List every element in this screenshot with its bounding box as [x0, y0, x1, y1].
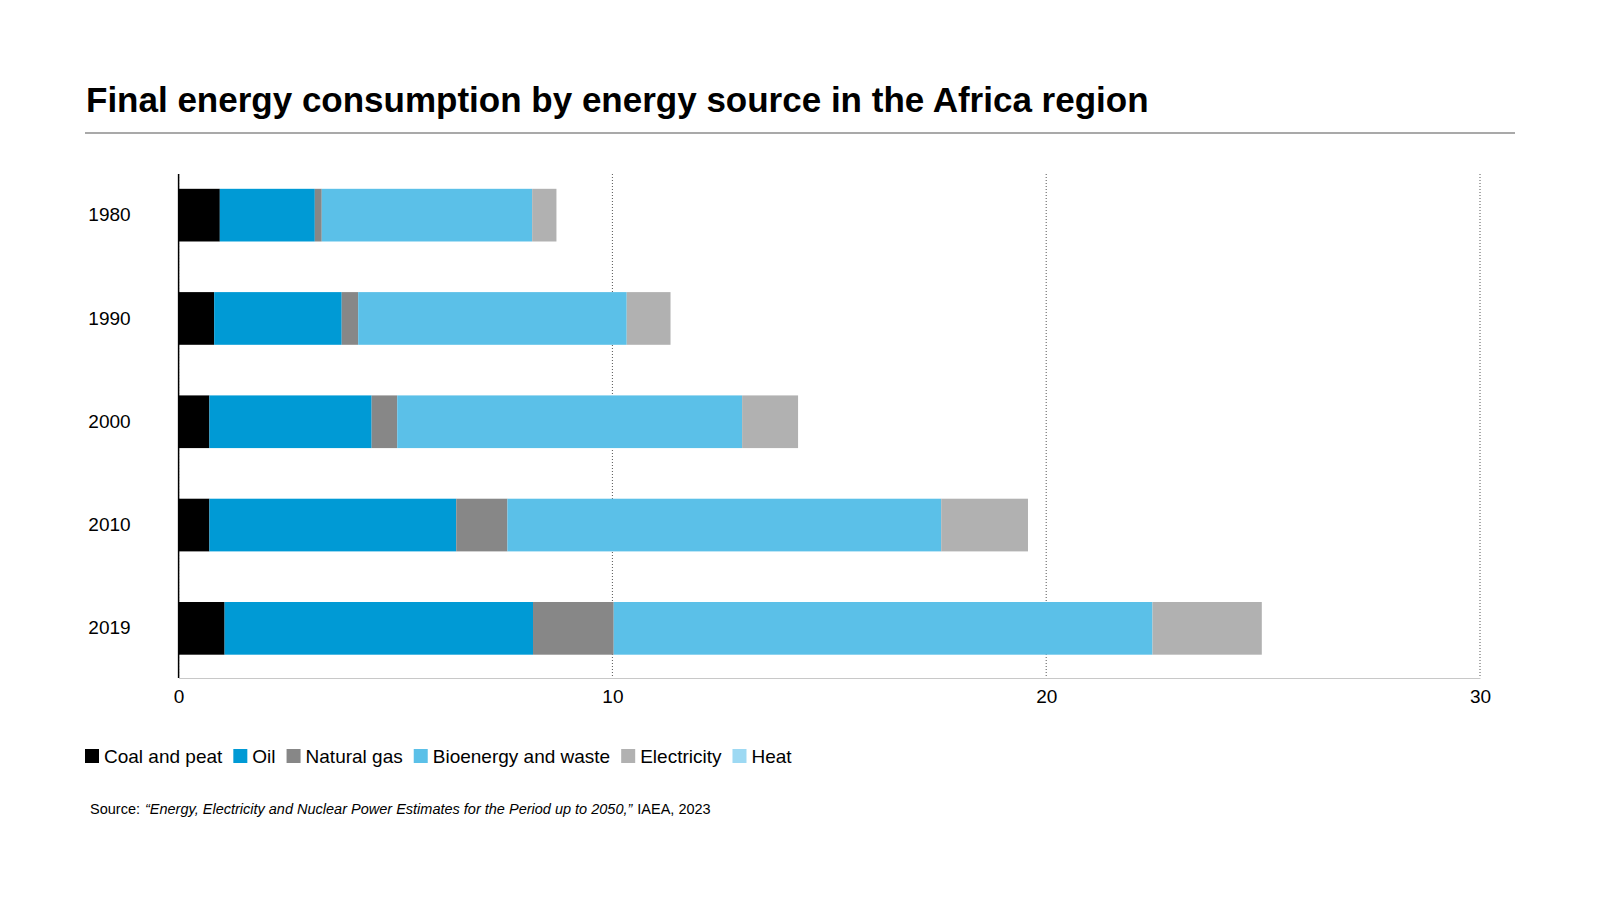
bar: [179, 395, 210, 448]
y-axis-line: [178, 174, 180, 678]
legend-item: Oil: [233, 746, 275, 767]
bar: [507, 499, 941, 552]
title: Final energy consumption by energy sourc…: [86, 80, 1149, 119]
bar: [670, 292, 671, 345]
bar: [209, 395, 371, 448]
x-tick-label: 10: [602, 686, 623, 707]
y-tick-label: 2010: [88, 514, 130, 535]
x-tick: 20: [1036, 678, 1057, 707]
legend-item: Heat: [732, 746, 792, 767]
grid-line: [178, 174, 179, 678]
x-tick: 0: [174, 678, 185, 707]
bars: [179, 189, 1262, 655]
bar: [225, 602, 533, 655]
bar: [209, 499, 456, 552]
title-rule: [85, 132, 1515, 134]
bar: [798, 395, 799, 448]
bar: [627, 292, 671, 345]
bar: [220, 189, 315, 242]
grid-line: [1480, 174, 1481, 678]
x-tick-label: 0: [174, 686, 185, 707]
bar: [742, 395, 798, 448]
bar: [342, 292, 358, 345]
x-axis-line: [179, 678, 1480, 679]
y-tick-label: 1980: [88, 204, 130, 225]
legend-swatch: [621, 749, 635, 763]
legend-label: Heat: [751, 746, 792, 767]
legend-swatch: [233, 749, 247, 763]
bar: [179, 602, 225, 655]
y-axis: 1980 1990 2000 2010 2019: [88, 174, 178, 678]
bar: [1152, 602, 1261, 655]
legend-label: Oil: [252, 746, 275, 767]
x-axis: 0 10 20 30: [174, 678, 1491, 707]
source-title: “Energy, Electricity and Nuclear Power E…: [145, 801, 633, 817]
legend-label: Natural gas: [306, 746, 403, 767]
bar: [358, 292, 627, 345]
series: [532, 189, 1262, 655]
x-tick-label: 30: [1470, 686, 1491, 707]
bar: [556, 189, 557, 242]
legend-label: Electricity: [640, 746, 722, 767]
y-tick-label: 2019: [88, 617, 130, 638]
y-tick: 2010: [88, 514, 178, 535]
bar: [315, 189, 322, 242]
y-tick: 1980: [88, 204, 178, 225]
bar: [1261, 602, 1262, 655]
legend-swatch: [732, 749, 746, 763]
series: [322, 189, 1153, 655]
bar: [532, 189, 556, 242]
grid: [179, 174, 1480, 678]
chart: Final energy consumption by energy sourc…: [0, 0, 1600, 900]
bar: [179, 499, 210, 552]
y-tick-label: 2000: [88, 411, 130, 432]
y-tick: 1990: [88, 308, 178, 329]
legend-swatch: [85, 749, 99, 763]
legend-swatch: [287, 749, 301, 763]
bar: [397, 395, 742, 448]
bar: [372, 395, 398, 448]
bar: [214, 292, 342, 345]
y-tick-label: 1990: [88, 308, 130, 329]
bar: [179, 189, 220, 242]
bar: [533, 602, 614, 655]
legend-swatch: [414, 749, 428, 763]
y-tick: 2000: [88, 411, 178, 432]
bar: [1027, 499, 1028, 552]
x-tick-label: 20: [1036, 686, 1057, 707]
legend-item: Natural gas: [287, 746, 403, 767]
legend-item: Coal and peat: [85, 746, 223, 767]
legend-item: Electricity: [621, 746, 722, 767]
x-tick: 10: [602, 678, 623, 707]
source-label: Source:: [90, 801, 140, 817]
bar: [179, 292, 215, 345]
legend: Coal and peat Oil Natural gas Bioenergy and…: [85, 746, 792, 767]
legend-item: Bioenergy and waste: [414, 746, 610, 767]
bar: [322, 189, 532, 242]
bar: [941, 499, 1028, 552]
x-tick: 30: [1470, 678, 1491, 707]
source: Source: “Energy, Electricity and Nuclear …: [90, 801, 711, 817]
source-publisher: IAEA, 2023: [637, 801, 710, 817]
legend-label: Coal and peat: [104, 746, 223, 767]
bar: [614, 602, 1153, 655]
legend-label: Bioenergy and waste: [433, 746, 610, 767]
y-tick: 2019: [88, 617, 178, 638]
bar: [456, 499, 507, 552]
